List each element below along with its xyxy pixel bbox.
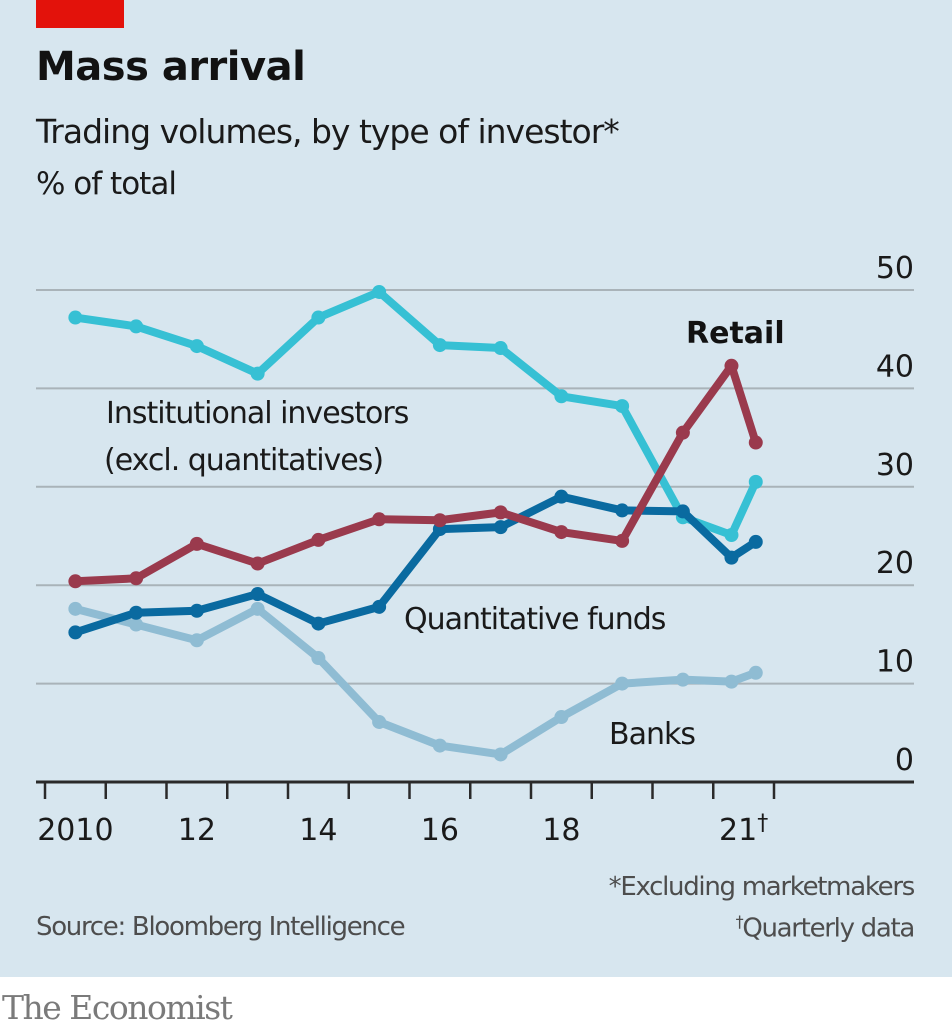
point-banks-2014: [311, 651, 326, 666]
point-retail-2010: [68, 574, 83, 589]
x-tick-label-2018: 18: [542, 813, 580, 848]
label-institutional-1: Institutional investors: [106, 396, 409, 431]
point-retail-2017: [493, 505, 508, 520]
label-quantitative: Quantitative funds: [404, 602, 666, 637]
point-institutional-2021-Q1: [724, 528, 739, 543]
point-banks-2019: [615, 676, 630, 691]
point-retail-2021-Q1: [724, 358, 739, 373]
point-retail-2014: [311, 532, 326, 547]
point-retail-2016: [432, 513, 447, 528]
point-quantitative-2010: [68, 625, 83, 640]
line-chart: 0 10 20 30 40 50 2010 12 14 16 18 21† Institutiona…: [36, 251, 914, 848]
dagger-mark: †: [757, 811, 768, 836]
point-quantitative-2012: [189, 603, 204, 618]
y-axis-labels: 0 10 20 30 40 50: [876, 251, 914, 778]
x-tick-label-2021: 21†: [719, 811, 768, 848]
point-quantitative-2021-Q1: [724, 550, 739, 565]
point-institutional-2016: [432, 338, 447, 353]
series-annotations: Institutional investors (excl. quantitati…: [104, 316, 785, 752]
point-institutional-2012: [189, 339, 204, 354]
point-banks-2021-Q2: [748, 665, 763, 680]
gridlines: [36, 289, 914, 685]
point-retail-2019: [615, 533, 630, 548]
point-institutional-2019: [615, 399, 630, 414]
y-tick-label-40: 40: [876, 349, 914, 384]
footnote-marketmakers: *Excluding marketmakers: [608, 872, 916, 902]
source-note: Source: Bloomberg Intelligence: [36, 912, 406, 942]
y-tick-label-0: 0: [895, 743, 914, 778]
point-banks-2015: [372, 714, 387, 729]
point-institutional-2018: [554, 389, 569, 404]
series-lines: [68, 284, 763, 762]
chart-unit: % of total: [36, 166, 177, 202]
point-retail-2013: [250, 556, 265, 571]
point-institutional-2021-Q2: [748, 474, 763, 489]
point-retail-2020: [675, 425, 690, 440]
point-banks-2018: [554, 710, 569, 725]
point-banks-2020: [675, 672, 690, 687]
x-tick-label-2016: 16: [421, 813, 459, 848]
x-tick-label-2012: 12: [178, 813, 216, 848]
point-retail-2021-Q2: [748, 435, 763, 450]
point-quantitative-2015: [372, 599, 387, 614]
point-banks-2013: [250, 601, 265, 616]
y-tick-label-20: 20: [876, 546, 914, 581]
label-institutional-2: (excl. quantitatives): [104, 443, 383, 478]
point-retail-2018: [554, 525, 569, 540]
y-tick-label-30: 30: [876, 448, 914, 483]
label-retail: Retail: [686, 316, 785, 351]
point-institutional-2014: [311, 310, 326, 325]
point-quantitative-2014: [311, 616, 326, 631]
point-retail-2015: [372, 512, 387, 527]
footnote-quarterly: †Quarterly data: [735, 912, 916, 944]
point-institutional-2017: [493, 341, 508, 356]
brand-red-tag: [36, 0, 124, 28]
chart-subtitle: Trading volumes, by type of investor*: [36, 112, 620, 151]
x-tick-label-2014: 14: [299, 813, 337, 848]
point-banks-2012: [189, 633, 204, 648]
footnote-quarterly-text: Quarterly data: [742, 913, 915, 944]
point-institutional-2010: [68, 310, 83, 325]
point-banks-2010: [68, 601, 83, 616]
point-banks-2021-Q1: [724, 674, 739, 689]
point-banks-2016: [432, 738, 447, 753]
point-quantitative-2021-Q2: [748, 534, 763, 549]
point-retail-2011: [129, 571, 144, 586]
point-quantitative-2011: [129, 605, 144, 620]
point-quantitative-2017: [493, 520, 508, 535]
point-quantitative-2018: [554, 489, 569, 504]
point-institutional-2013: [250, 366, 265, 381]
point-quantitative-2020: [675, 504, 690, 519]
series-banks: [68, 601, 763, 762]
point-banks-2011: [129, 617, 144, 632]
chart-panel: [0, 0, 952, 977]
y-tick-label-10: 10: [876, 645, 914, 680]
point-institutional-2011: [129, 319, 144, 334]
point-retail-2012: [189, 536, 204, 551]
label-banks: Banks: [609, 717, 695, 752]
chart-title: Mass arrival: [36, 44, 306, 90]
point-quantitative-2013: [250, 587, 265, 602]
economist-logo: The Economist: [2, 988, 233, 1027]
x-axis: 2010 12 14 16 18 21†: [36, 780, 914, 848]
point-institutional-2015: [372, 284, 387, 299]
point-banks-2017: [493, 747, 508, 762]
y-tick-label-50: 50: [876, 251, 914, 286]
point-quantitative-2019: [615, 503, 630, 518]
x-tick-label-2010: 2010: [37, 813, 113, 848]
series-quantitative: [68, 489, 763, 640]
series-retail: [68, 358, 763, 589]
dagger-mark: †: [735, 912, 744, 931]
